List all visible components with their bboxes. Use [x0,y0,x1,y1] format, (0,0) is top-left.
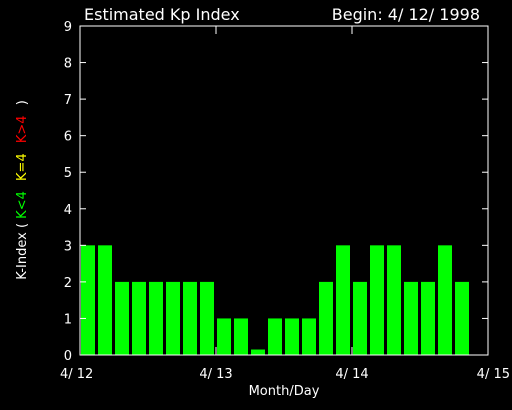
y-tick-label: 0 [64,349,72,364]
bar [353,281,367,355]
y-tick-label: 6 [64,130,72,145]
bar [200,281,214,355]
bar [149,281,163,355]
bar-series [81,245,469,355]
bar [115,281,129,355]
bar [234,318,248,355]
y-axis-label-suffix: ) [15,100,30,105]
y-tick-label: 2 [64,276,72,291]
y-tick-label: 9 [64,20,72,35]
bar [370,245,384,355]
y-axis-label-prefix: K-Index ( [15,223,30,280]
chart-title: Estimated Kp Index [84,5,240,24]
bar [302,318,316,355]
y-axis-label: K-Index ( K<4 K=4 K>4 ) [15,100,30,280]
bar [438,245,452,355]
x-tick-label: 4/ 15 [477,367,510,382]
y-tick-label: 5 [64,166,72,181]
y-axis-label-high: K>4 [15,115,30,143]
bar [421,281,435,355]
y-tick-label: 3 [64,239,72,254]
bar [404,281,418,355]
bar [336,245,350,355]
y-axis-ticks: 0 1 2 3 4 5 6 7 8 9 [64,20,488,364]
x-tick-label: 4/ 14 [335,367,368,382]
x-axis-label: Month/Day [249,384,320,399]
bar [132,281,146,355]
x-tick-label: 4/ 13 [199,367,232,382]
y-tick-label: 4 [64,203,72,218]
x-axis-ticks: 4/ 12 4/ 13 4/ 14 4/ 15 [60,26,510,382]
bar [183,281,197,355]
y-tick-label: 1 [64,312,72,327]
bar [166,281,180,355]
y-tick-label: 8 [64,57,72,72]
bar [455,281,469,355]
plot-frame [79,25,489,356]
bar [285,318,299,355]
bar [268,318,282,355]
bar [98,245,112,355]
x-tick-label: 4/ 12 [60,367,93,382]
begin-date-label: Begin: 4/ 12/ 1998 [332,5,480,24]
y-axis-label-low: K<4 [15,191,30,219]
bar [81,245,95,355]
y-axis-label-mid: K=4 [15,153,30,181]
bar [217,318,231,355]
bar [251,349,265,355]
y-tick-label: 7 [64,93,72,108]
bar [387,245,401,355]
bar [319,281,333,355]
